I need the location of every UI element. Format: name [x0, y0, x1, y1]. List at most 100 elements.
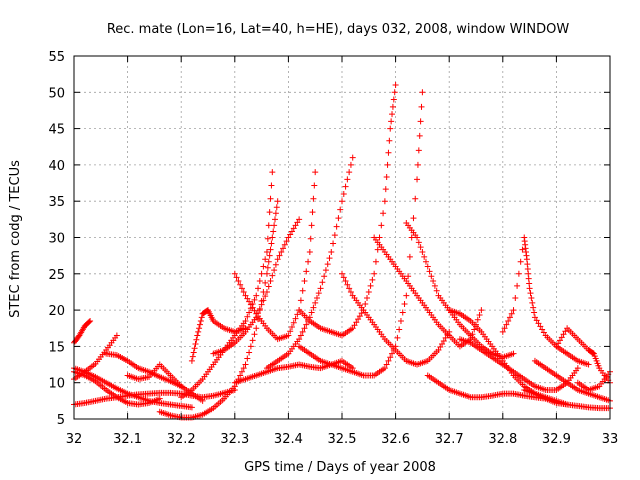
series-arc-25 [531, 357, 613, 404]
y-tick-label: 50 [48, 86, 65, 101]
data-point [274, 198, 281, 205]
data-point [266, 209, 273, 216]
data-point [244, 313, 251, 320]
data-point [251, 307, 258, 314]
data-point [253, 325, 260, 332]
x-tick-label: 33 [602, 432, 619, 447]
data-point [430, 278, 437, 285]
data-point [349, 325, 356, 332]
data-point [256, 278, 263, 285]
data-point [376, 234, 383, 241]
data-point [403, 292, 410, 299]
data-point [362, 301, 369, 308]
data-point [531, 309, 538, 316]
data-point [528, 295, 535, 301]
data-point [321, 273, 328, 280]
x-tick-label: 32.6 [381, 432, 410, 447]
data-point [249, 304, 256, 311]
data-point [510, 307, 517, 314]
data-point [426, 268, 433, 275]
data-point [405, 273, 412, 280]
x-tick-label: 32.9 [542, 432, 571, 447]
data-point [270, 228, 277, 235]
series-arc-10 [188, 307, 249, 364]
data-point [590, 350, 597, 357]
series-arc-13 [231, 357, 356, 386]
data-point [292, 222, 299, 229]
data-point [390, 96, 397, 103]
data-point [385, 149, 392, 156]
data-point [510, 350, 517, 357]
data-point [238, 285, 245, 292]
data-point [251, 331, 258, 338]
x-axis-ticks: 32 32.1 32.2 32.3 32.4 32.5 32.6 32.7 32.8 32.9 33 [66, 56, 619, 447]
data-point [346, 169, 353, 176]
data-point [272, 261, 279, 268]
data-point [249, 337, 256, 344]
x-tick-label: 32.1 [113, 432, 142, 447]
data-point [383, 361, 390, 368]
data-point [258, 301, 265, 308]
x-tick-label: 32 [66, 432, 83, 447]
data-point [382, 186, 389, 193]
data-point [512, 295, 519, 301]
data-point [418, 103, 425, 110]
data-point [156, 395, 163, 402]
series-arc-22 [456, 336, 581, 393]
series-arc-15 [296, 82, 399, 339]
data-point [347, 288, 354, 295]
data-point [381, 198, 388, 205]
data-point [319, 279, 326, 286]
data-point [501, 325, 508, 332]
data-point [303, 321, 310, 328]
data-point [264, 264, 271, 271]
data-point [233, 274, 240, 281]
data-point [255, 285, 262, 292]
data-point [505, 317, 512, 324]
x-tick-label: 32.8 [488, 432, 517, 447]
data-point [417, 244, 424, 251]
data-point [285, 332, 292, 339]
data-point [195, 328, 202, 335]
data-point [410, 215, 417, 222]
data-point [412, 195, 419, 202]
series-arc-17 [339, 270, 453, 368]
data-point [238, 368, 245, 375]
y-axis-label: STEC from codg / TECUs [8, 160, 23, 318]
data-point [397, 317, 404, 324]
data-point [508, 310, 515, 317]
data-point [391, 89, 398, 96]
data-point [260, 297, 267, 304]
data-point [242, 292, 249, 299]
data-point [281, 241, 288, 248]
data-point [392, 82, 399, 89]
data-point [560, 331, 567, 338]
data-point [198, 314, 205, 321]
data-point [244, 355, 251, 362]
y-tick-label: 10 [48, 377, 65, 392]
x-tick-label: 32.3 [220, 432, 249, 447]
data-point [247, 301, 254, 308]
data-point [193, 336, 200, 343]
data-point [414, 234, 421, 241]
data-point [585, 361, 592, 368]
data-point [387, 354, 394, 361]
data-point [260, 263, 267, 270]
data-point [356, 313, 363, 320]
data-point [297, 332, 304, 339]
data-point [263, 249, 270, 256]
data-point [419, 249, 426, 256]
data-point [299, 287, 306, 294]
data-point [301, 278, 308, 285]
data-point [414, 176, 421, 183]
data-point [333, 223, 340, 230]
data-point [353, 319, 360, 326]
data-point [517, 258, 524, 265]
data-point [308, 309, 315, 316]
data-point [113, 332, 120, 339]
data-point [310, 304, 317, 311]
data-point [364, 295, 371, 301]
series-arc-16 [296, 89, 426, 379]
series-arc-4 [71, 368, 163, 408]
